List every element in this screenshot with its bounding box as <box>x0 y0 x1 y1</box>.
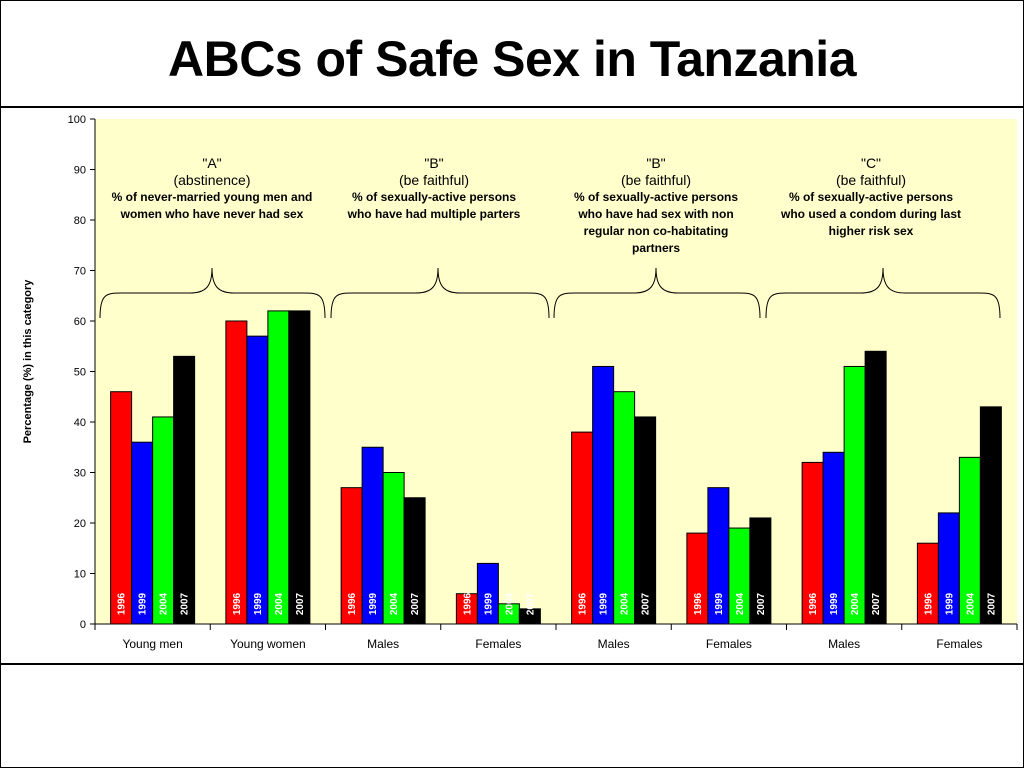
bar-1996 <box>110 391 133 625</box>
annotation-description: partners <box>631 241 681 255</box>
bar-year-label: 2007 <box>295 592 306 615</box>
bar-year-label: 1999 <box>599 592 610 615</box>
annotation-description: % of never-married young men and <box>111 190 313 204</box>
annotation-label: (be faithful) <box>620 172 692 188</box>
x-category-label: Males <box>828 637 860 651</box>
bar-1996 <box>225 320 248 625</box>
bar-year-label: 2007 <box>180 592 191 615</box>
x-category-label: Young women <box>230 637 306 651</box>
bar-year-label: 2007 <box>525 592 536 615</box>
annotation-letter: "C" <box>860 155 882 171</box>
x-category-label: Females <box>475 637 521 651</box>
annotation-description: % of sexually-active persons <box>788 190 954 204</box>
bar-2007 <box>518 608 541 625</box>
bar-year-label: 2004 <box>965 592 976 615</box>
y-tick-label: 60 <box>74 316 86 328</box>
bar-year-label: 1999 <box>944 592 955 615</box>
bar-year-label: 2007 <box>641 592 652 615</box>
annotation-description: % of sexually-active persons <box>351 190 517 204</box>
bar-year-label: 2004 <box>389 592 400 615</box>
x-category-label: Males <box>598 637 630 651</box>
annotation-block: "B" (be faithful) % of sexually-active per… <box>540 155 772 257</box>
annotation-description: who have had sex with non <box>578 207 734 221</box>
y-tick-label: 80 <box>74 215 86 227</box>
y-tick-label: 40 <box>74 417 86 429</box>
x-category-label: Males <box>367 637 399 651</box>
annotation-description: who have had multiple parters <box>347 207 521 221</box>
annotation-label: (abstinence) <box>173 172 251 188</box>
x-category-label: Young men <box>122 637 182 651</box>
annotation-block: "A" (abstinence) % of never-married young … <box>96 155 328 223</box>
annotation-description: who used a condom during last <box>780 207 961 221</box>
bar-1999 <box>476 562 499 625</box>
bar-2004 <box>843 365 866 625</box>
y-tick-label: 10 <box>74 569 86 581</box>
y-axis-title: Percentage (%) in this category <box>22 279 34 444</box>
bar-year-label: 1999 <box>829 592 840 615</box>
bar-year-label: 1996 <box>347 592 358 615</box>
brace-2 <box>553 267 761 319</box>
annotation-description: regular non co-habitating <box>583 224 729 238</box>
x-category-label: Females <box>706 637 752 651</box>
brace-1 <box>330 267 550 319</box>
bar-year-label: 1999 <box>253 592 264 615</box>
bar-2007 <box>288 310 311 625</box>
annotation-letter: "A" <box>202 155 222 171</box>
footer-divider <box>0 663 1024 665</box>
bar-year-label: 2004 <box>735 592 746 615</box>
bar-2007 <box>864 350 887 625</box>
bar-year-label: 1996 <box>232 592 243 615</box>
annotation-description: higher risk sex <box>828 224 914 238</box>
brace-3 <box>765 267 1001 319</box>
bar-2007 <box>749 517 772 625</box>
y-tick-label: 70 <box>74 266 86 278</box>
annotation-letter: "B" <box>646 155 666 171</box>
bar-year-label: 2007 <box>871 592 882 615</box>
annotation-description: % of sexually-active persons <box>573 190 739 204</box>
brace-0 <box>99 267 326 319</box>
annotation-label: (be faithful) <box>398 172 470 188</box>
bar-2004 <box>613 391 636 625</box>
bar-year-label: 2007 <box>986 592 997 615</box>
y-tick-label: 0 <box>80 619 86 631</box>
bar-year-label: 1999 <box>368 592 379 615</box>
bar-2004 <box>267 310 290 625</box>
annotation-label: (be faithful) <box>835 172 907 188</box>
bar-year-label: 1996 <box>808 592 819 615</box>
bar-year-label: 2004 <box>620 592 631 615</box>
bar-1999 <box>592 365 615 625</box>
bar-2007 <box>634 416 657 625</box>
annotation-description: women who have never had sex <box>120 207 304 221</box>
bar-year-label: 1996 <box>578 592 589 615</box>
bar-2007 <box>403 497 426 625</box>
y-tick-label: 90 <box>74 165 86 177</box>
y-tick-label: 100 <box>68 114 86 126</box>
bar-year-label: 1996 <box>923 592 934 615</box>
annotation-block: "B" (be faithful) % of sexually-active per… <box>318 155 550 223</box>
bar-year-label: 1996 <box>117 592 128 615</box>
y-tick-label: 30 <box>74 468 86 480</box>
bar-1999 <box>246 335 269 625</box>
annotation-letter: "B" <box>424 155 444 171</box>
y-tick-label: 50 <box>74 367 86 379</box>
bar-year-label: 1999 <box>138 592 149 615</box>
slide-title: ABCs of Safe Sex in Tanzania <box>167 31 857 87</box>
y-tick-label: 20 <box>74 518 86 530</box>
bar-year-label: 2004 <box>850 592 861 615</box>
bar-2007 <box>979 406 1002 625</box>
x-category-label: Females <box>936 637 982 651</box>
bar-year-label: 2007 <box>756 592 767 615</box>
bar-year-label: 1996 <box>693 592 704 615</box>
bar-2007 <box>173 355 196 625</box>
bar-year-label: 1996 <box>462 592 473 615</box>
bar-year-label: 1999 <box>714 592 725 615</box>
bar-year-label: 2004 <box>274 592 285 615</box>
bar-year-label: 2004 <box>159 592 170 615</box>
bar-year-label: 2007 <box>410 592 421 615</box>
bar-year-label: 1999 <box>483 592 494 615</box>
bar-year-label: 2004 <box>504 592 515 615</box>
title-divider <box>0 106 1024 108</box>
annotation-block: "C" (be faithful) % of sexually-active per… <box>755 155 987 240</box>
